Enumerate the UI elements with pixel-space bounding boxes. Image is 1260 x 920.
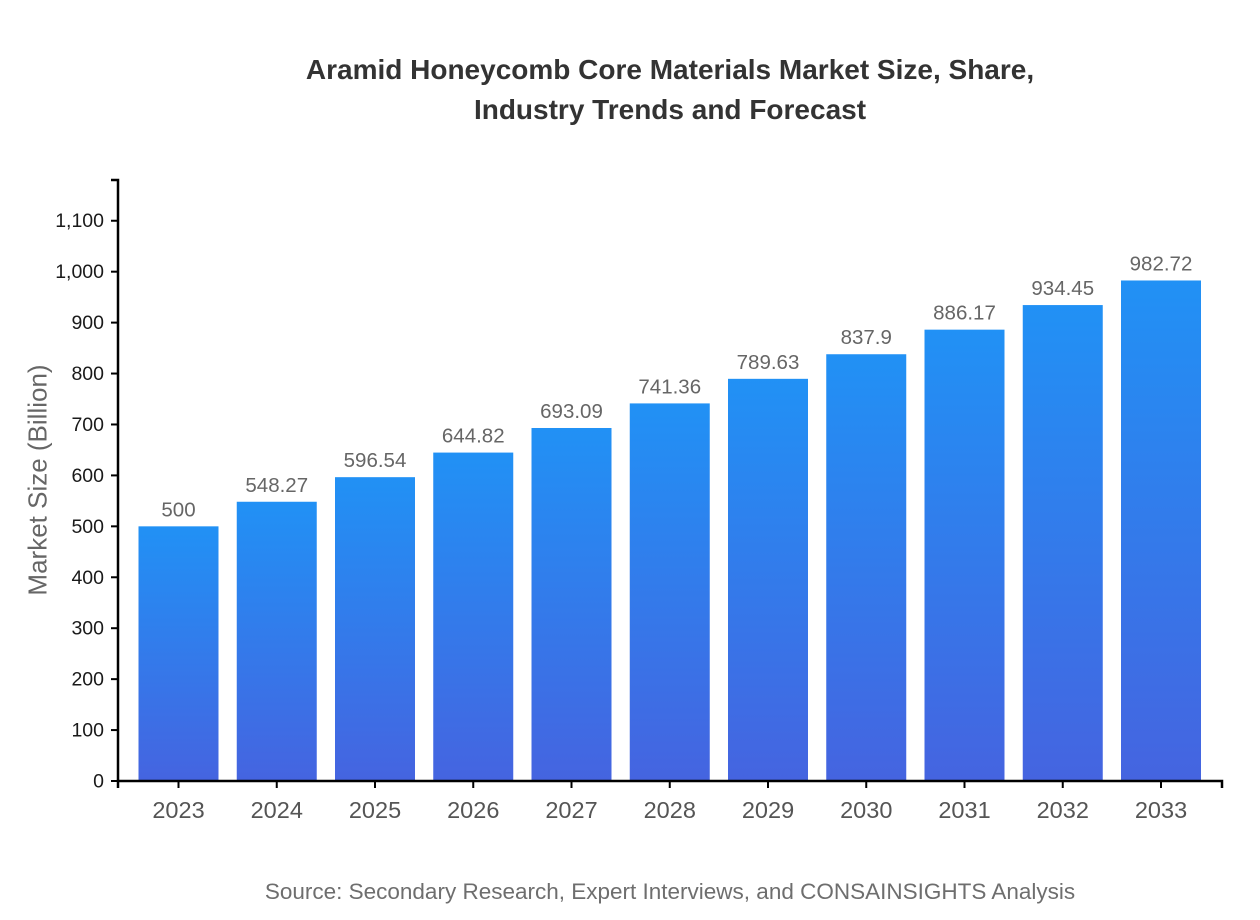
value-label-2031: 886.17 [933,302,996,325]
x-tick-label-2032: 2032 [1037,797,1089,823]
bar-2028 [629,403,710,781]
x-tick-label-2031: 2031 [938,797,990,823]
x-tick-label-2024: 2024 [251,797,303,823]
value-label-2030: 837.9 [841,326,892,349]
value-label-2027: 693.09 [540,400,603,423]
x-tick-label-2023: 2023 [152,797,204,823]
y-tick-label-200: 200 [71,669,104,691]
y-tick-label-500: 500 [71,516,104,538]
bar-2024 [236,501,317,781]
x-tick-label-2027: 2027 [545,797,597,823]
x-tick-label-2033: 2033 [1135,797,1187,823]
x-axis-line [116,779,1224,788]
value-label-2029: 789.63 [737,351,800,374]
x-tick-label-2028: 2028 [644,797,696,823]
y-tick-label-800: 800 [71,363,104,385]
chart-title: Aramid Honeycomb Core Materials Market S… [118,50,1222,130]
x-tick-label-2025: 2025 [349,797,401,823]
x-tick-label-2030: 2030 [840,797,892,823]
value-label-2026: 644.82 [442,425,505,448]
y-tick-label-0: 0 [93,771,104,793]
y-axis-line [111,178,120,781]
x-tick-label-2026: 2026 [447,797,499,823]
y-tick-label-1100: 1,100 [55,210,104,232]
value-label-2032: 934.45 [1031,277,1094,300]
value-label-2028: 741.36 [638,375,701,398]
y-tick-label-700: 700 [71,414,104,436]
bar-2031 [924,329,1005,781]
y-tick-label-600: 600 [71,465,104,487]
bar-2026 [433,452,514,781]
bar-2023 [138,526,219,781]
bar-2025 [335,477,415,781]
bar-2027 [531,427,612,781]
y-tick-label-900: 900 [71,312,104,334]
bar-2033 [1121,280,1201,781]
y-tick-label-400: 400 [71,567,104,589]
bar-2032 [1022,305,1103,781]
value-label-2024: 548.27 [245,474,308,497]
value-label-2023: 500 [161,498,195,521]
y-tick-label-100: 100 [71,720,104,742]
bar-2030 [826,354,907,781]
value-label-2025: 596.54 [344,449,407,472]
y-tick-label-300: 300 [71,618,104,640]
x-tick-label-2029: 2029 [742,797,794,823]
chart-title-line-2: Industry Trends and Forecast [473,94,867,125]
y-tick-label-1000: 1,000 [55,261,104,283]
bar-2029 [728,378,808,781]
value-label-2033: 982.72 [1130,252,1193,275]
chart-title-line-1: Aramid Honeycomb Core Materials Market S… [305,54,1035,85]
source-caption: Source: Secondary Research, Expert Inter… [264,879,1076,904]
